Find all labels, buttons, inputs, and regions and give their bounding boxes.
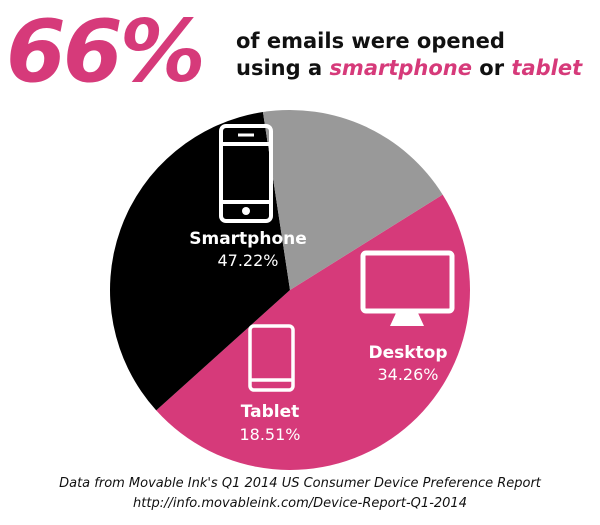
headline-term-tablet: tablet xyxy=(511,56,583,80)
desktop-icon xyxy=(360,250,455,326)
headline-percent: 66% xyxy=(6,2,206,102)
pie-slice-smartphone xyxy=(156,194,470,470)
pie-slices xyxy=(110,109,470,470)
headline-line-2: using a smartphone or tablet xyxy=(236,55,596,82)
tablet-icon xyxy=(248,324,295,392)
headline-term-smartphone: smartphone xyxy=(329,56,472,80)
smartphone-icon xyxy=(219,124,273,223)
slice-value-desktop: 34.26% xyxy=(377,365,438,384)
headline-text: of emails were opened using a smartphone… xyxy=(236,28,596,82)
pie-slice-desktop xyxy=(110,112,291,411)
pie-slice-tablet xyxy=(262,109,443,291)
slice-value-smartphone: 47.22% xyxy=(217,251,278,270)
headline-line-1: of emails were opened xyxy=(236,29,505,53)
slice-label-smartphone: Smartphone xyxy=(189,229,307,249)
headline-connector: or xyxy=(472,56,512,80)
source-note: Data from Movable Ink's Q1 2014 US Consu… xyxy=(59,476,541,491)
headline-prefix: using a xyxy=(236,56,330,80)
slice-value-tablet: 18.51% xyxy=(239,425,300,444)
slice-label-desktop: Desktop xyxy=(368,343,447,363)
slice-label-tablet: Tablet xyxy=(241,402,300,422)
source-url: http://info.movableink.com/Device-Report… xyxy=(133,496,467,511)
